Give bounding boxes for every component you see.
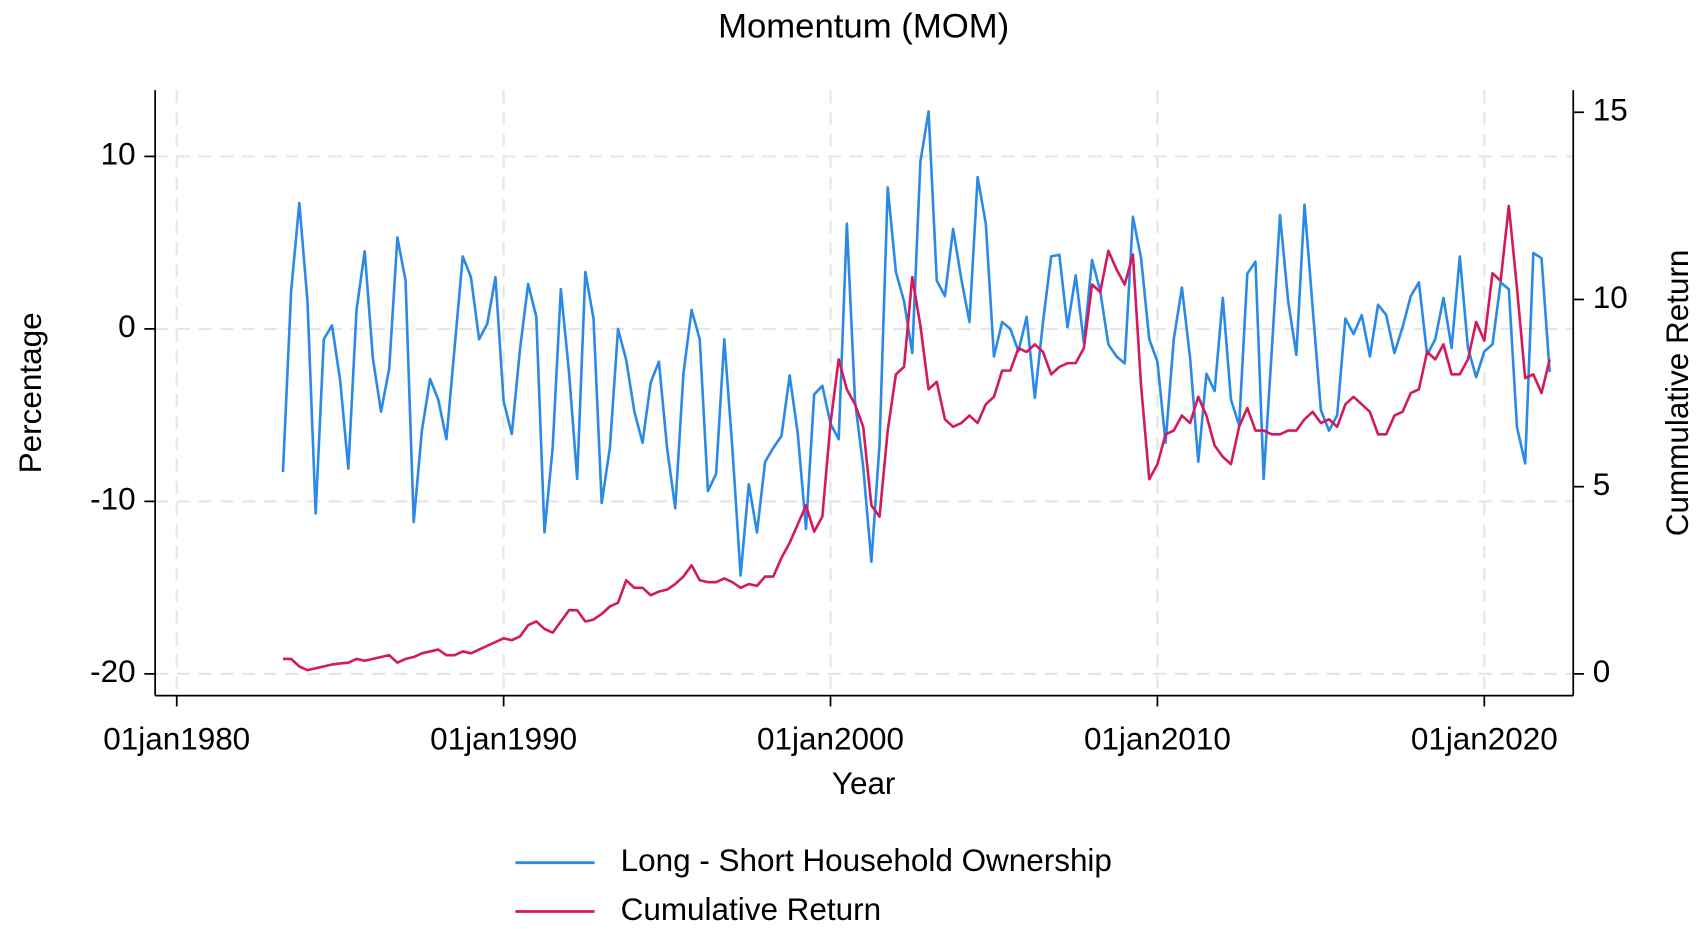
line-series [281, 110, 1551, 577]
y2-tick-label: 15 [1593, 93, 1628, 128]
line-series [282, 204, 1551, 672]
x-tick-label: 01jan1990 [430, 721, 577, 756]
x-tick-label: 01jan2020 [1411, 721, 1558, 756]
y2-tick-label: 10 [1593, 280, 1628, 315]
y2-tick-label: 0 [1593, 654, 1611, 689]
x-tick-label: 01jan1980 [103, 721, 250, 756]
x-tick-label: 01jan2000 [757, 721, 904, 756]
legend-label: Long - Short Household Ownership [621, 843, 1112, 878]
y-tick-label: 0 [118, 309, 136, 344]
x-axis-title: Year [832, 766, 896, 801]
y-tick-label: 10 [101, 137, 136, 172]
x-tick-label: 01jan2010 [1084, 721, 1231, 756]
y-tick-label: -20 [90, 654, 135, 689]
y2-axis-title: Cummulative Return [1660, 250, 1695, 537]
y2-tick-label: 5 [1593, 467, 1611, 502]
y-tick-label: -10 [90, 482, 135, 517]
legend-label: Cumulative Return [621, 892, 881, 927]
chart-title: Momentum (MOM) [718, 8, 1009, 46]
y-axis-title: Percentage [13, 312, 48, 473]
